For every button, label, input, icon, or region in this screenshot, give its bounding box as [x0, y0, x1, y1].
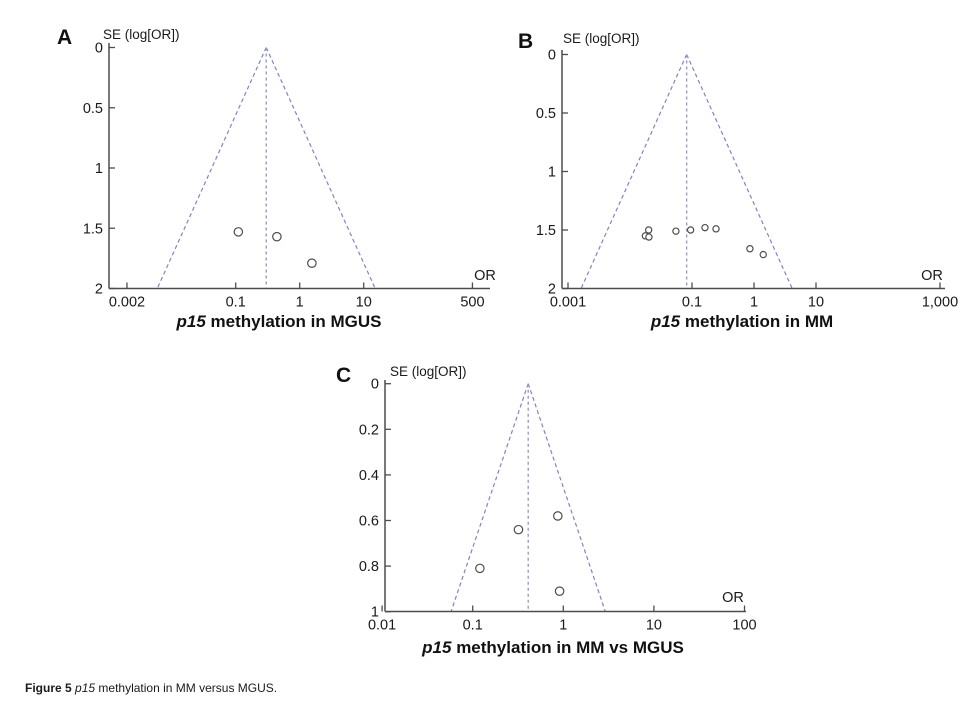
panel-a-data-point-circle [233, 227, 244, 237]
panel-b-title: p15 methylation in MM [651, 312, 833, 332]
panel-a-y-tick-label: 0.5 [83, 101, 103, 117]
panel-b-y-axis-label: SE (log[OR]) [563, 31, 640, 46]
panel-b-data-point-circle [672, 227, 680, 235]
panel-a-x-tick-label: 0.1 [226, 295, 246, 311]
panel-b-title-gene: p15 [650, 312, 681, 331]
panel-b-x-tick-label: 0.1 [682, 295, 702, 311]
panel-c-title-rest: methylation in MM vs MGUS [456, 638, 684, 657]
panel-b-x-tick-label: 1,000 [922, 295, 958, 311]
figure-caption-gene: p15 [75, 681, 96, 695]
panel-c-y-tick-label: 0.2 [359, 422, 379, 438]
panel-b-title-rest: methylation in MM [684, 312, 834, 331]
panel-c-funnel-right-boundary-line [527, 383, 606, 612]
panel-a-funnel-right-boundary-line [265, 47, 376, 289]
panel-a-x-tick-label: 0.002 [109, 295, 145, 311]
panel-a-y-tick-label: 2 [95, 282, 103, 298]
panel-c-x-tick-label: 1 [559, 618, 567, 634]
panel-c-data-point-circle [513, 524, 524, 535]
panel-b-data-point-circle [644, 226, 653, 234]
figure-caption-text: methylation in MM versus MGUS. [98, 681, 278, 695]
panel-c-y-axis-label: SE (log[OR]) [390, 364, 467, 379]
panel-b-funnel-right-boundary-line [686, 54, 793, 289]
panel-b-y-tick-label: 0 [548, 48, 556, 64]
panel-a-letter: A [57, 26, 73, 49]
panel-b-data-point-circle [712, 225, 720, 233]
panel-b-data-point-circle [701, 223, 709, 232]
panel-b-y-tick-label: 1.5 [536, 223, 556, 239]
panel-b-y-tick-label: 2 [548, 282, 556, 298]
panel-a-title-rest: methylation in MGUS [210, 312, 382, 331]
panel-c-x-tick-label: 0.1 [463, 618, 483, 634]
panel-c-y-tick-label: 0.8 [359, 559, 379, 575]
panel-c-data-point-circle [475, 563, 485, 574]
panel-c-y-tick-label: 0.6 [359, 514, 379, 530]
panel-c-letter: C [336, 364, 352, 387]
panel-a-x-axis-label: OR [474, 268, 496, 284]
panel-c-x-axis-label: OR [722, 590, 744, 606]
panel-b-data-point-circle [759, 250, 767, 259]
figure-caption: Figure 5 p15 methylation in MM versus MG… [25, 681, 277, 695]
panel-b-x-tick-label: 10 [808, 295, 824, 311]
panel-b-data-point-circle [746, 245, 754, 253]
panel-c-x-tick-label: 100 [732, 618, 756, 634]
panel-b-letter: B [518, 30, 534, 53]
panel-b-funnel-left-boundary-line [580, 54, 688, 289]
panel-a-data-point-circle [307, 258, 317, 268]
panel-a-data-point-circle [272, 231, 282, 242]
panel-a-x-tick-label: 1 [296, 295, 304, 311]
panel-c-data-point-circle [554, 586, 565, 596]
panel-a-y-tick-label: 0 [95, 41, 103, 57]
panel-a-y-axis-label: SE (log[OR]) [103, 27, 180, 42]
figure-caption-label: Figure 5 [25, 681, 72, 695]
panel-c-y-tick-label: 0.4 [359, 468, 379, 484]
panel-c-x-tick-label: 0.01 [368, 618, 396, 634]
panel-b-x-axis-label: OR [921, 268, 943, 284]
panel-a-x-tick-label: 500 [460, 295, 484, 311]
panel-a-title-gene: p15 [176, 312, 206, 331]
panel-a-funnel-left-boundary-line [156, 47, 267, 289]
panel-b-y-tick-label: 1 [548, 165, 556, 181]
panel-b-data-point-circle [686, 226, 695, 234]
panel-c-funnel-left-boundary-line [450, 383, 529, 612]
panel-b-x-tick-label: 0.001 [550, 295, 586, 311]
panel-a-y-tick-label: 1.5 [83, 221, 103, 237]
panel-c-y-tick-label: 1 [371, 605, 379, 621]
panel-a-x-tick-label: 10 [356, 295, 372, 311]
panel-c-data-point-circle [553, 511, 563, 521]
panel-c-title: p15 methylation in MM vs MGUS [422, 638, 684, 658]
panel-b-x-tick-label: 1 [750, 295, 758, 311]
panel-b-y-tick-label: 0.5 [536, 106, 556, 122]
panel-c-x-tick-label: 10 [646, 618, 662, 634]
panel-c-y-tick-label: 0 [371, 377, 379, 393]
panel-b-data-point-circle [645, 233, 653, 241]
panel-a-title: p15 methylation in MGUS [177, 312, 382, 332]
panel-a-y-tick-label: 1 [95, 161, 103, 177]
panel-c-title-gene: p15 [422, 638, 452, 657]
